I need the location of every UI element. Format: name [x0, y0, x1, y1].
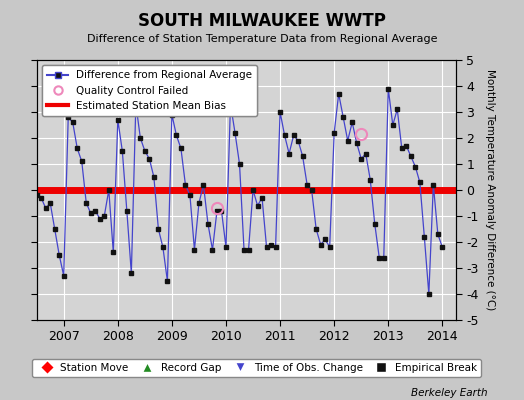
Y-axis label: Monthly Temperature Anomaly Difference (°C): Monthly Temperature Anomaly Difference (… — [485, 69, 496, 311]
Legend: Station Move, Record Gap, Time of Obs. Change, Empirical Break: Station Move, Record Gap, Time of Obs. C… — [32, 359, 481, 377]
Legend: Difference from Regional Average, Quality Control Failed, Estimated Station Mean: Difference from Regional Average, Qualit… — [42, 65, 257, 116]
Text: Difference of Station Temperature Data from Regional Average: Difference of Station Temperature Data f… — [87, 34, 437, 44]
Text: Berkeley Earth: Berkeley Earth — [411, 388, 487, 398]
Text: SOUTH MILWAUKEE WWTP: SOUTH MILWAUKEE WWTP — [138, 12, 386, 30]
